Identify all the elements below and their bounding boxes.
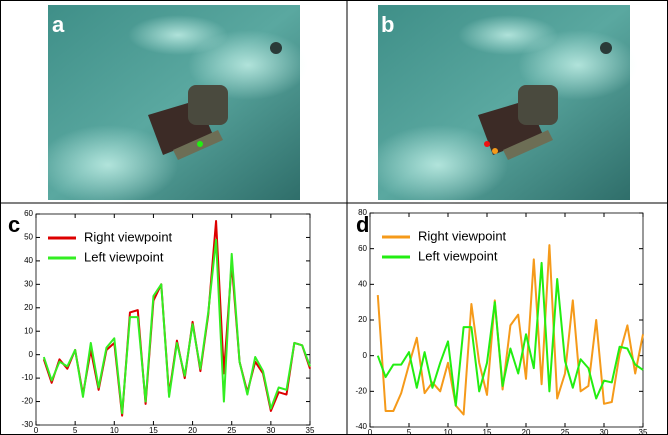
y-tick-label: -40 [355,422,367,431]
x-tick-label: 20 [522,428,531,435]
y-tick-label: 0 [363,351,368,360]
x-tick-label: 25 [227,426,236,435]
x-tick-label: 10 [110,426,119,435]
panel-label: c [8,212,20,237]
legend-label: Left viewpoint [418,248,498,263]
legend-label: Right viewpoint [418,228,507,243]
panel-label: d [356,212,369,237]
y-tick-label: -30 [21,420,33,429]
x-tick-label: 15 [483,428,492,435]
x-tick-label: 5 [73,426,78,435]
data-line [42,238,311,415]
plot-area [35,213,311,426]
data-line [376,261,644,407]
plot-area [369,212,644,428]
y-tick-label: -20 [21,397,33,406]
x-tick-label: 30 [266,426,275,435]
x-tick-label: 10 [444,428,453,435]
y-tick-label: 30 [24,279,33,288]
y-tick-label: 60 [24,209,33,218]
x-tick-label: 35 [306,426,315,435]
photo [38,5,308,205]
x-tick-label: 30 [600,428,609,435]
x-tick-label: 25 [561,428,570,435]
panel-label: b [381,12,394,37]
y-tick-label: -10 [21,373,33,382]
y-tick-label: 20 [24,303,33,312]
y-tick-label: 40 [24,256,33,265]
x-tick-label: 0 [34,426,39,435]
y-tick-label: 60 [358,244,367,253]
x-tick-label: 15 [149,426,158,435]
y-tick-label: 20 [358,315,367,324]
data-line [376,244,644,416]
y-tick-label: 10 [24,326,33,335]
x-tick-label: 5 [407,428,412,435]
y-tick-label: 40 [358,279,367,288]
panel-label: a [52,12,65,37]
photo [368,5,638,205]
legend-label: Left viewpoint [84,249,164,264]
y-tick-label: 80 [358,208,367,217]
x-tick-label: 35 [639,428,648,435]
legend-label: Right viewpoint [84,229,173,244]
y-tick-label: 50 [24,233,33,242]
x-tick-label: 20 [188,426,197,435]
x-tick-label: 0 [368,428,373,435]
y-tick-label: 0 [29,350,34,359]
y-tick-label: -20 [355,386,367,395]
